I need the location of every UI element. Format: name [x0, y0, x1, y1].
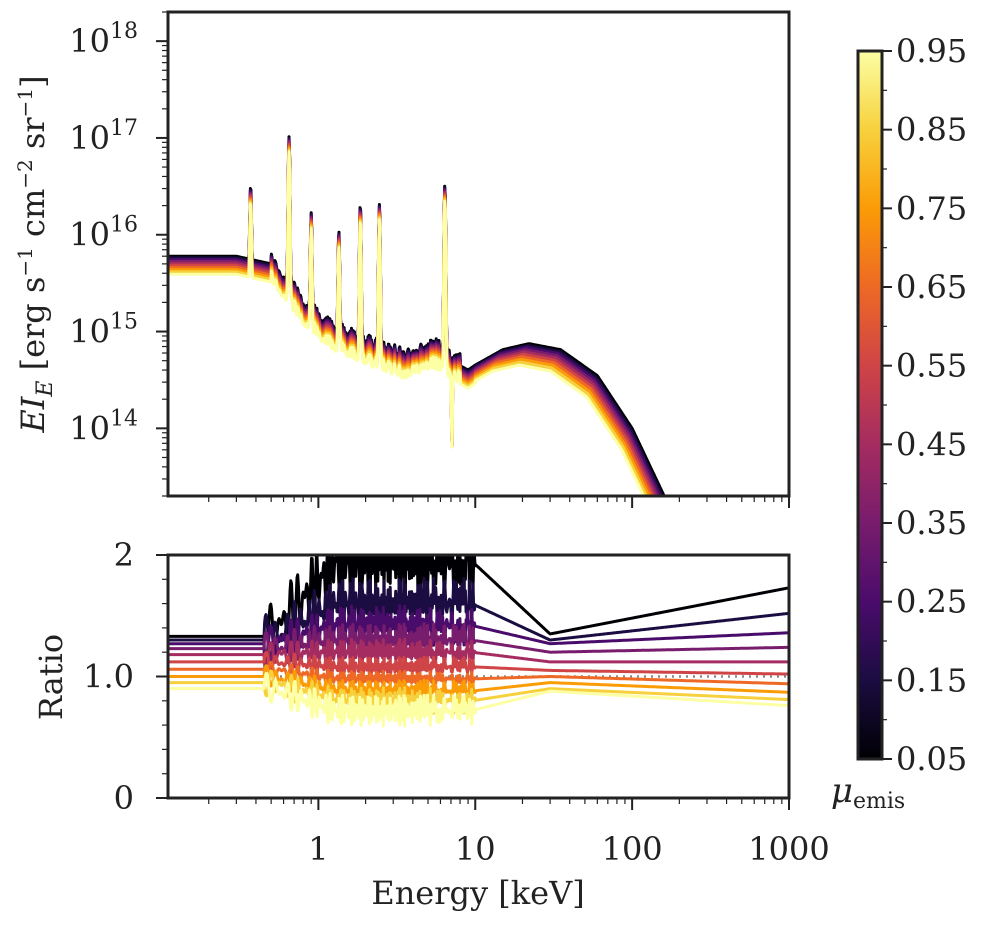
ratio-line-mu-0.95 — [168, 671, 789, 728]
energy-x-tick-label: 1 — [308, 830, 328, 868]
spectrum-line-mu-0.65 — [168, 144, 653, 496]
ratio-y-axis-label: Ratio — [32, 634, 70, 720]
ratio-line-mu-0.45 — [168, 637, 789, 670]
spectrum-line-mu-0.45 — [168, 141, 658, 496]
spectrum-y-tick-label: 1018 — [69, 19, 138, 60]
ratio-line-mu-0.85 — [168, 669, 789, 716]
colorbar-tick-label: 0.05 — [896, 740, 967, 778]
spectrum-line-mu-0.05 — [168, 135, 681, 496]
colorbar-label: μemis — [831, 771, 905, 814]
spectrum-y-tick-label: 1015 — [69, 310, 138, 351]
spectrum-panel-frame — [166, 10, 791, 498]
spectrum-panel: 1014 1015 1016 1017 1018 — [69, 10, 791, 508]
spectrum-line-mu-0.35 — [168, 139, 660, 496]
ratio-series-group — [168, 555, 789, 728]
colorbar-tick-label: 0.65 — [896, 268, 967, 306]
ratio-line-mu-0.75 — [168, 664, 789, 704]
energy-x-tick-labels: 1 10 100 1000 — [308, 830, 830, 868]
spectrum-y-tick-labels: 1014 1015 1016 1017 1018 — [69, 19, 138, 447]
spectrum-y-axis-label: EIE [erg s−1 cm−2 sr−1] — [13, 75, 58, 433]
colorbar-tick-label: 0.15 — [896, 661, 967, 699]
spectrum-y-tick-label: 1017 — [69, 116, 138, 157]
spectrum-ticks — [156, 11, 790, 508]
ratio-y-tick-label: 2 — [114, 536, 134, 574]
colorbar-tick-label: 0.95 — [896, 32, 967, 70]
spectrum-line-mu-0.85 — [168, 148, 649, 496]
ratio-y-tick-label: 1.0 — [83, 658, 134, 696]
energy-x-tick-label: 1000 — [748, 830, 829, 868]
spectrum-y-tick-label: 1014 — [69, 406, 138, 447]
energy-x-tick-label: 100 — [602, 830, 663, 868]
spectrum-series-group — [168, 135, 681, 496]
ratio-line-mu-0.25 — [168, 604, 789, 666]
ratio-panel: 01.02 1 10 100 1000 — [83, 536, 830, 868]
spectrum-line-mu-0.15 — [168, 136, 664, 496]
colorbar-tick-label: 0.35 — [896, 504, 967, 542]
colorbar-tick-label: 0.85 — [896, 111, 967, 149]
colorbar-ticks: 0.05 0.15 0.25 0.35 0.45 0.55 0.65 0.75 0.85 0.95 — [882, 32, 967, 778]
colorbar-tick-label: 0.45 — [896, 425, 967, 463]
ratio-y-tick-labels: 01.02 — [83, 536, 134, 817]
colorbar-tick-label: 0.55 — [896, 347, 967, 385]
ratio-line-mu-0.05 — [168, 555, 789, 674]
spectrum-line-mu-0.25 — [168, 138, 662, 496]
colorbar-tick-label: 0.25 — [896, 583, 967, 621]
spectrum-line-mu-0.75 — [168, 146, 651, 496]
spectrum-line-mu-0.55 — [168, 142, 656, 496]
ratio-line-mu-0.65 — [168, 660, 789, 689]
ratio-ticks — [156, 554, 790, 810]
energy-x-tick-label: 10 — [455, 830, 496, 868]
spectrum-line-mu-0.95 — [168, 150, 646, 496]
ratio-y-tick-label: 0 — [114, 779, 134, 817]
energy-x-axis-label: Energy [keV] — [371, 874, 584, 912]
colorbar: 0.05 0.15 0.25 0.35 0.45 0.55 0.65 0.75 0.85 0.95… — [831, 32, 967, 814]
colorbar-gradient — [858, 51, 882, 759]
spectrum-y-tick-label: 1016 — [69, 213, 138, 254]
colorbar-tick-label: 0.75 — [896, 189, 967, 227]
